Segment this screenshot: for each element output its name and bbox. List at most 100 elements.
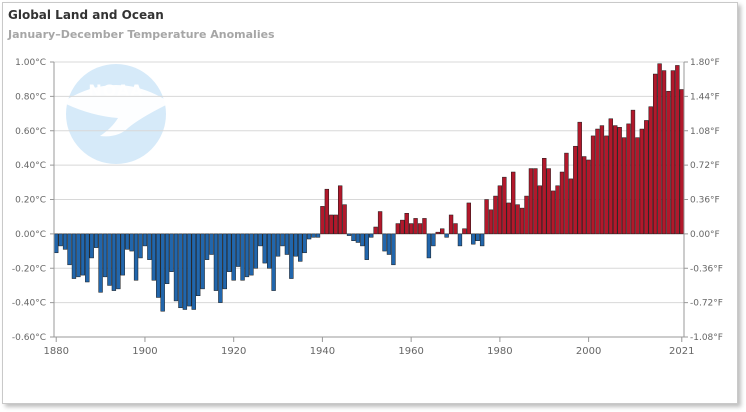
bar [582,156,587,235]
bar [324,188,330,235]
chart-title: Global Land and Ocean [8,8,164,22]
y-tick-label-right: 1.08°F [690,127,720,137]
bar [244,233,250,278]
bar [329,214,334,235]
bar [151,233,156,281]
bar [484,199,489,235]
bar [342,204,347,235]
tick-labels: -0.60°C -0.40°C -0.20°C 0.00°C 0.20°C 0.40°C 0… [12,58,723,357]
bar [613,125,618,235]
bar [391,233,396,266]
bar [590,135,596,235]
y-tick-label-left: 0.40°C [15,161,46,171]
bar [271,233,276,291]
bar [431,233,436,247]
bar [457,233,463,247]
bar [76,233,81,278]
bar [511,171,516,235]
bar [182,233,188,310]
bar [413,218,418,235]
bar [386,233,392,255]
bar [604,135,609,235]
bar [577,121,582,235]
bar [453,223,458,235]
bar [54,233,59,254]
bar [187,233,192,307]
chart-subtitle: January–December Temperature Anomalies [8,28,275,41]
bar [542,158,547,235]
bar [546,168,551,235]
bar [652,73,658,235]
bar [306,233,312,240]
y-tick-label-left: -0.60°C [12,333,46,343]
bar [661,70,667,235]
y-tick-label-right: 0.36°F [690,196,720,206]
bar [231,233,236,281]
bar [58,233,63,247]
bar [138,233,143,259]
bar [169,233,174,272]
bar [160,233,165,312]
bar [573,145,578,235]
bar [448,214,454,235]
bar [364,233,369,260]
bar [444,233,449,238]
bar [400,219,405,235]
bar [524,195,529,235]
bar [129,233,134,252]
bar [89,233,94,259]
bar [178,233,183,309]
bar [67,233,72,266]
bar [253,233,259,269]
y-tick-label-left: -0.20°C [12,264,46,274]
bar [426,233,432,259]
bar [116,233,121,290]
bar [519,207,525,235]
bar [275,233,281,257]
bar [506,202,511,235]
bar [107,233,112,286]
bar [373,226,378,235]
bar [262,233,267,264]
bar [346,233,352,236]
bar [125,233,130,250]
bar [337,185,343,235]
bar [626,123,631,235]
bar [213,233,219,291]
bar [133,233,139,281]
x-tick-label: 2021 [669,346,694,357]
bar [227,233,232,272]
bar [102,233,108,278]
bar [111,233,117,291]
bar [258,233,263,247]
bar [435,231,440,235]
y-tick-label-right: 1.44°F [690,92,720,102]
bar [240,233,245,281]
bar [80,233,86,276]
bars [54,63,684,312]
bar [200,233,205,290]
bar [204,233,210,260]
bar [621,137,627,235]
bar [351,233,356,241]
bar [670,70,676,235]
bar [222,233,227,290]
bar [71,233,77,279]
bar [93,233,99,248]
bar [488,209,494,235]
bar [440,228,445,235]
bar [360,233,365,247]
bar [156,233,161,298]
bar [497,185,503,235]
bar [479,233,485,247]
bar [515,204,520,235]
bar [267,233,272,269]
bar [404,213,409,235]
bar [466,202,471,235]
noaa-logo-text: NOAA [88,81,143,100]
y-tick-label-left: 0.20°C [15,196,46,206]
bar [289,233,294,279]
y-tick-label-right: 0.72°F [690,161,720,171]
y-tick-label-left: 0.00°C [15,230,46,240]
bar [147,233,152,260]
